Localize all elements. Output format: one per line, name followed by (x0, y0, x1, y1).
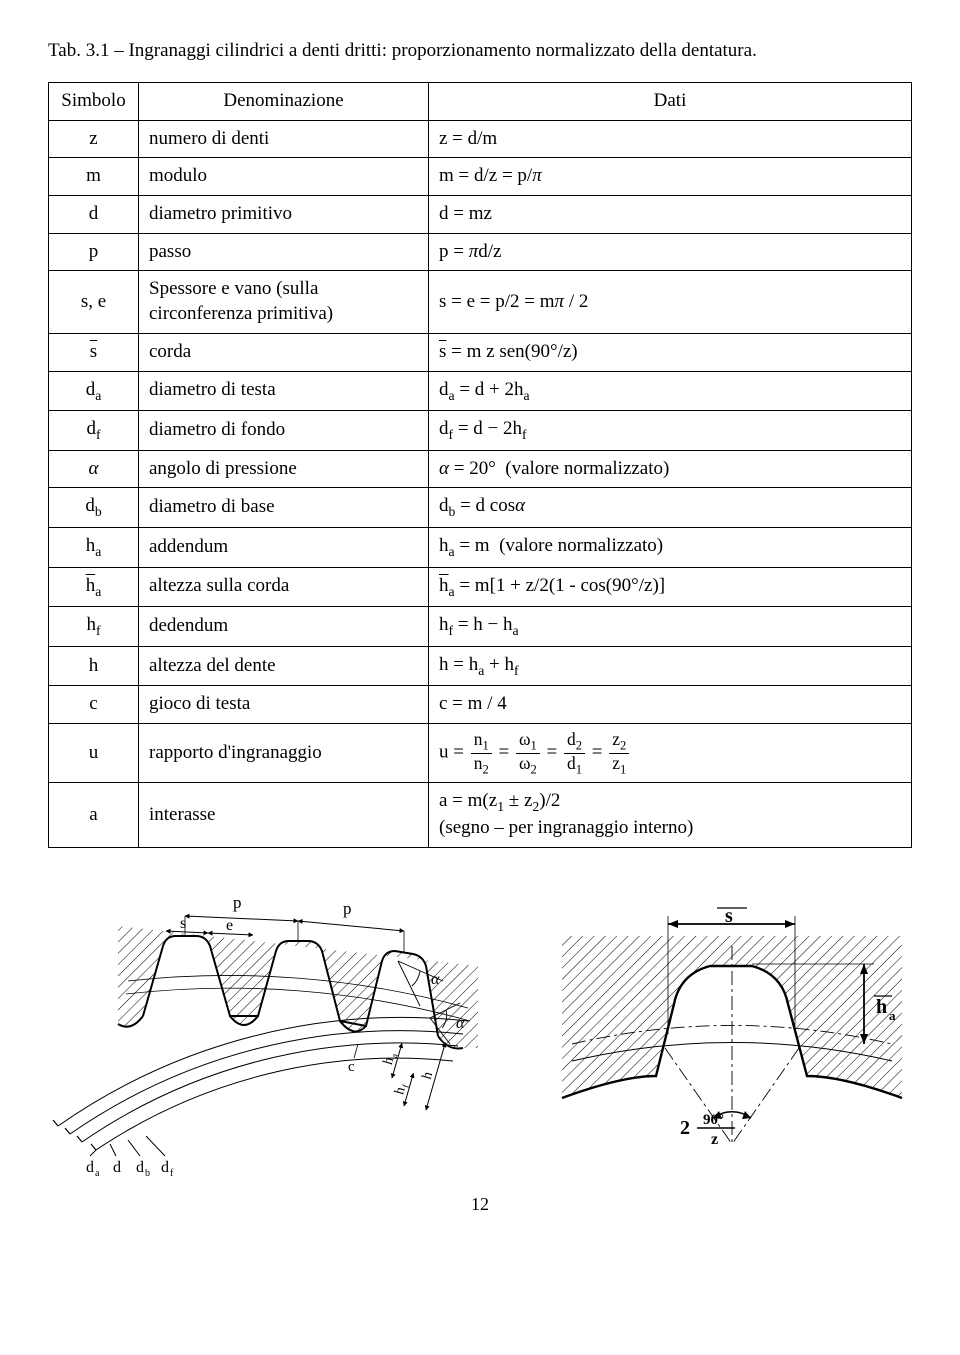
cell-symbol: a (49, 783, 139, 847)
table-row: scordas = m z sen(90°/z) (49, 333, 912, 371)
svg-text:α: α (456, 1015, 465, 1032)
cell-formula: da = d + 2ha (429, 371, 912, 411)
table-row: αangolo di pressioneα = 20° (valore norm… (49, 450, 912, 488)
cell-formula: ha = m[1 + z/2(1 - cos(90°/z)] (429, 567, 912, 607)
svg-text:z: z (711, 1131, 718, 1148)
table-row: haltezza del denteh = ha + hf (49, 646, 912, 686)
cell-denomination: gioco di testa (139, 686, 429, 724)
cell-formula: h = ha + hf (429, 646, 912, 686)
svg-text:e: e (226, 917, 233, 934)
cell-symbol: u (49, 723, 139, 782)
svg-text:a: a (95, 1168, 100, 1176)
table-row: ainterassea = m(z1 ± z2)/2(segno – per i… (49, 783, 912, 847)
cell-denomination: diametro primitivo (139, 196, 429, 234)
svg-text:h: h (420, 1070, 436, 1081)
cell-denomination: angolo di pressione (139, 450, 429, 488)
cell-formula: d = mz (429, 196, 912, 234)
svg-text:f: f (170, 1168, 174, 1176)
table-row: urapporto d'ingranaggiou = n1n2 = ω1ω2 =… (49, 723, 912, 782)
cell-formula: c = m / 4 (429, 686, 912, 724)
cell-formula: s = m z sen(90°/z) (429, 333, 912, 371)
svg-text:h: h (876, 996, 887, 1018)
cell-denomination: corda (139, 333, 429, 371)
cell-symbol: p (49, 233, 139, 271)
svg-text:90°: 90° (703, 1112, 724, 1128)
svg-text:a: a (889, 1008, 896, 1023)
header-dati: Dati (429, 83, 912, 121)
cell-symbol: h (49, 646, 139, 686)
cell-symbol: c (49, 686, 139, 724)
cell-formula: p = πd/z (429, 233, 912, 271)
cell-formula: db = d cosα (429, 488, 912, 528)
cell-formula: hf = h − ha (429, 607, 912, 647)
svg-text:c: c (348, 1059, 355, 1075)
table-row: mmodulom = d/z = p/π (49, 158, 912, 196)
svg-text:s: s (725, 905, 733, 927)
svg-text:s: s (180, 915, 186, 932)
cell-formula: z = d/m (429, 120, 912, 158)
cell-symbol: m (49, 158, 139, 196)
svg-text:α: α (431, 971, 440, 988)
cell-symbol: z (49, 120, 139, 158)
table-row: ddiametro primitivod = mz (49, 196, 912, 234)
svg-text:d: d (161, 1159, 169, 1176)
svg-text:2: 2 (680, 1117, 690, 1139)
page-number: 12 (48, 1194, 912, 1215)
svg-text:p: p (233, 893, 242, 912)
cell-symbol: α (49, 450, 139, 488)
cell-formula: u = n1n2 = ω1ω2 = d2d1 = z2z1 (429, 723, 912, 782)
header-row: Simbolo Denominazione Dati (49, 83, 912, 121)
cell-denomination: addendum (139, 527, 429, 567)
svg-text:d: d (113, 1159, 121, 1176)
cell-denomination: interasse (139, 783, 429, 847)
cell-denomination: diametro di base (139, 488, 429, 528)
cell-formula: df = d − 2hf (429, 411, 912, 451)
cell-symbol: hf (49, 607, 139, 647)
cell-formula: m = d/z = p/π (429, 158, 912, 196)
diagrams-row: da d db df p (48, 876, 912, 1176)
cell-denomination: modulo (139, 158, 429, 196)
table-row: hfdedendumhf = h − ha (49, 607, 912, 647)
cell-formula: a = m(z1 ± z2)/2(segno – per ingranaggio… (429, 783, 912, 847)
table-row: ppassop = πd/z (49, 233, 912, 271)
table-row: dbdiametro di basedb = d cosα (49, 488, 912, 528)
gear-section-diagram: da d db df p (48, 876, 528, 1176)
table-row: s, eSpessore e vano (sulla circonferenza… (49, 271, 912, 333)
cell-symbol: d (49, 196, 139, 234)
tooth-chord-diagram: s h a 2 90° z (552, 876, 912, 1156)
cell-symbol: s (49, 333, 139, 371)
cell-symbol: da (49, 371, 139, 411)
table-caption: Tab. 3.1 – Ingranaggi cilindrici a denti… (48, 40, 912, 62)
cell-symbol: db (49, 488, 139, 528)
cell-formula: s = e = p/2 = mπ / 2 (429, 271, 912, 333)
header-simbolo: Simbolo (49, 83, 139, 121)
svg-text:d: d (136, 1159, 144, 1176)
table-row: cgioco di testac = m / 4 (49, 686, 912, 724)
cell-formula: α = 20° (valore normalizzato) (429, 450, 912, 488)
cell-denomination: altezza sulla corda (139, 567, 429, 607)
cell-denomination: diametro di fondo (139, 411, 429, 451)
table-row: haaddendumha = m (valore normalizzato) (49, 527, 912, 567)
table-row: dfdiametro di fondodf = d − 2hf (49, 411, 912, 451)
cell-denomination: rapporto d'ingranaggio (139, 723, 429, 782)
cell-symbol: s, e (49, 271, 139, 333)
cell-denomination: Spessore e vano (sulla circonferenza pri… (139, 271, 429, 333)
cell-symbol: ha (49, 527, 139, 567)
svg-text:d: d (86, 1159, 94, 1176)
header-denominazione: Denominazione (139, 83, 429, 121)
gear-parameters-table: Simbolo Denominazione Dati znumero di de… (48, 82, 912, 848)
table-row: znumero di dentiz = d/m (49, 120, 912, 158)
table-row: dadiametro di testada = d + 2ha (49, 371, 912, 411)
cell-symbol: ha (49, 567, 139, 607)
cell-denomination: passo (139, 233, 429, 271)
cell-symbol: df (49, 411, 139, 451)
cell-denomination: diametro di testa (139, 371, 429, 411)
svg-text:b: b (145, 1168, 150, 1176)
cell-denomination: altezza del dente (139, 646, 429, 686)
cell-formula: ha = m (valore normalizzato) (429, 527, 912, 567)
svg-text:p: p (343, 899, 352, 918)
cell-denomination: numero di denti (139, 120, 429, 158)
cell-denomination: dedendum (139, 607, 429, 647)
table-row: haaltezza sulla cordaha = m[1 + z/2(1 - … (49, 567, 912, 607)
